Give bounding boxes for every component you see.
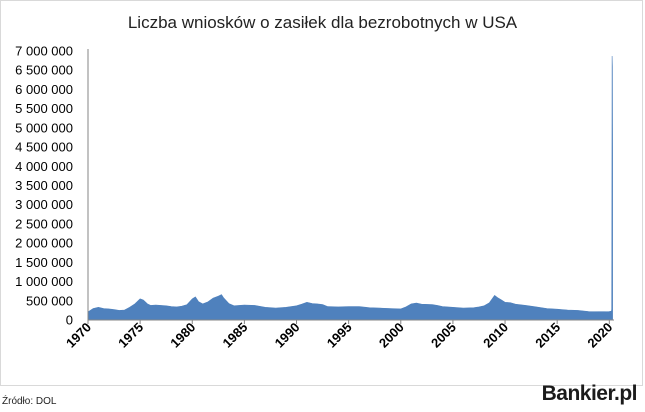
brand-logo: Bankier.pl: [541, 382, 638, 405]
x-axis: 1970 1975 1980 1985 1990 1995 2000 2005 2010 2015…: [63, 320, 615, 351]
claims-area-series: [87, 55, 613, 321]
chart-title: Liczba wniosków o zasiłek dla bezrobotny…: [127, 13, 518, 32]
y-tick-label: 3 000 000: [15, 197, 73, 212]
x-tick-label: 1995: [324, 320, 355, 351]
x-tick-label: 2005: [428, 320, 459, 351]
x-tick-label: 2015: [532, 320, 563, 351]
y-tick-label: 6 000 000: [15, 82, 73, 97]
y-tick-label: 500 000: [26, 293, 73, 308]
y-tick-label: 7 000 000: [15, 44, 73, 59]
x-tick-label: 1985: [219, 320, 250, 351]
x-tick-label: 2000: [376, 320, 407, 351]
y-tick-label: 1 500 000: [15, 255, 73, 270]
y-tick-label: 5 500 000: [15, 101, 73, 116]
plot-area: [87, 55, 613, 321]
x-tick-label: 2020: [584, 320, 615, 351]
y-tick-label: 2 500 000: [15, 216, 73, 231]
x-tick-label: 2010: [480, 320, 511, 351]
x-tick-label: 1980: [167, 320, 198, 351]
y-tick-label: 4 500 000: [15, 140, 73, 155]
source-note: Źródło: DOL: [2, 396, 57, 407]
y-axis: 0 500 000 1 000 000 1 500 000 2 000 000 2 500…: [15, 44, 73, 328]
y-tick-label: 1 000 000: [15, 274, 73, 289]
y-tick-label: 2 000 000: [15, 236, 73, 251]
y-tick-label: 3 500 000: [15, 178, 73, 193]
y-tick-label: 4 000 000: [15, 159, 73, 174]
y-tick-label: 0: [66, 313, 73, 328]
chart-frame: [0, 0, 643, 386]
x-tick-label: 1990: [272, 320, 303, 351]
x-tick-label: 1975: [115, 320, 146, 351]
y-tick-label: 6 500 000: [15, 63, 73, 78]
y-tick-label: 5 000 000: [15, 120, 73, 135]
axes: [87, 49, 614, 321]
